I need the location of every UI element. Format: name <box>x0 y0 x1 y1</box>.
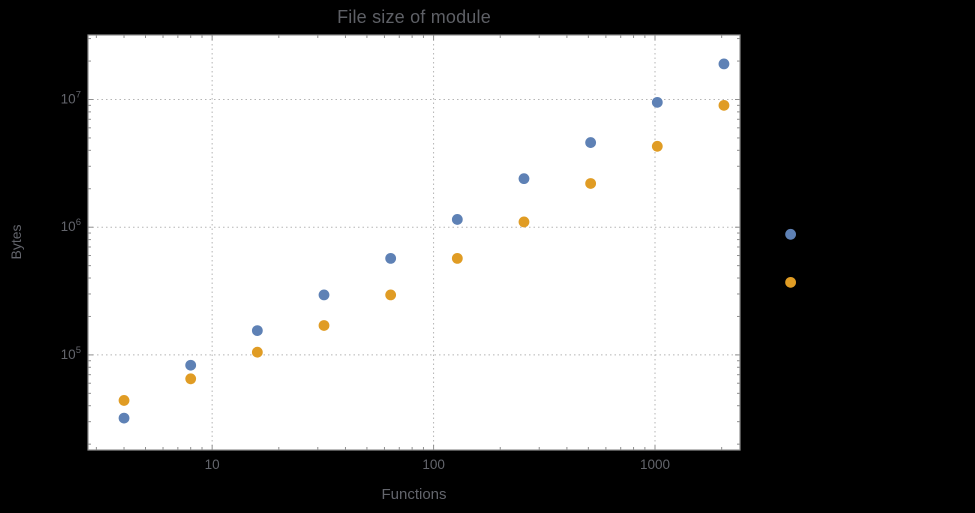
data-point-series-1 <box>585 137 597 148</box>
plot-frame <box>87 34 741 451</box>
x-tick-label: 10 <box>205 457 220 472</box>
data-point-series-2 <box>385 289 397 301</box>
data-point-series-1 <box>451 214 463 225</box>
data-point-series-2 <box>251 346 263 358</box>
data-point-series-2 <box>318 320 330 331</box>
data-point-series-1 <box>385 252 397 264</box>
y-tick-label: 105 <box>61 345 81 362</box>
x-tick-label: 1000 <box>640 457 670 472</box>
data-point-series-2 <box>785 276 797 288</box>
data-point-series-2 <box>451 252 463 264</box>
data-point-series-2 <box>651 140 663 152</box>
data-point-series-2 <box>718 99 730 111</box>
data-point-series-1 <box>651 96 663 108</box>
y-tick-label: 107 <box>61 90 81 107</box>
plot-area <box>88 35 740 450</box>
data-point-series-1 <box>718 58 730 70</box>
data-point-series-2 <box>518 216 530 228</box>
data-point-series-1 <box>251 325 263 336</box>
y-tick-label: 106 <box>61 217 81 234</box>
data-point-series-1 <box>318 289 330 301</box>
data-point-series-1 <box>185 359 197 371</box>
chart-title: File size of module <box>337 7 491 27</box>
x-tick-label: 100 <box>422 457 445 472</box>
data-point-series-1 <box>518 173 530 185</box>
x-axis-label: Functions <box>381 486 447 503</box>
data-point-series-2 <box>118 395 130 406</box>
data-point-series-2 <box>185 373 197 385</box>
data-point-series-2 <box>585 178 597 189</box>
data-point-series-1 <box>785 228 797 240</box>
data-point-series-1 <box>118 412 130 424</box>
